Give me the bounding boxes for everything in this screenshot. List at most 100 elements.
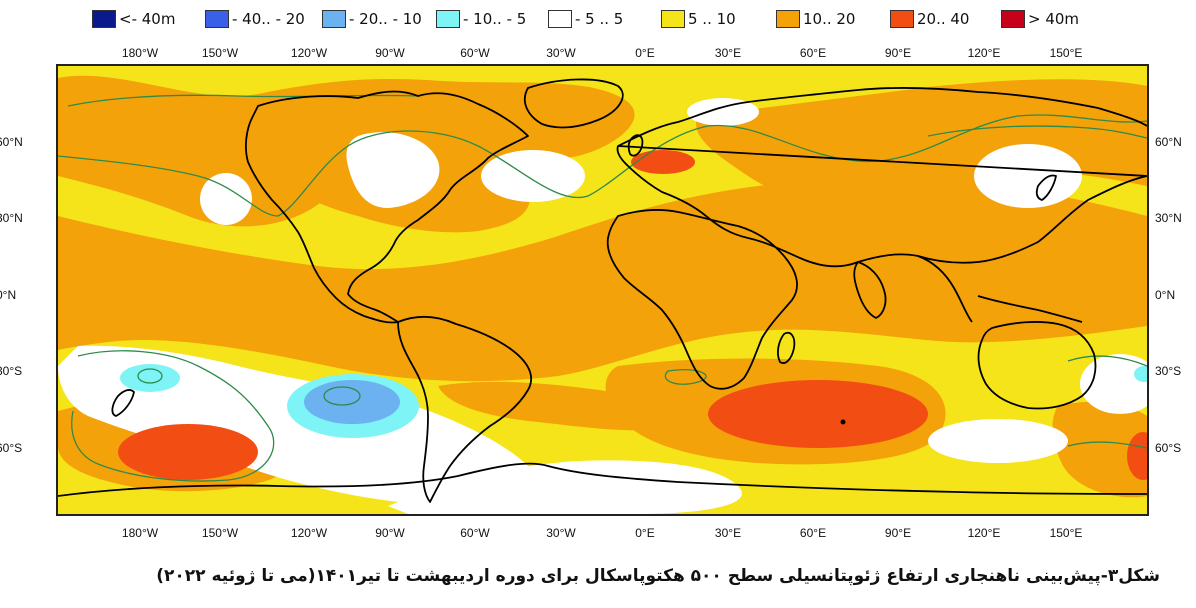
legend-label: 5 .. 10 bbox=[688, 10, 736, 28]
legend-item: 20.. 40 bbox=[890, 8, 969, 30]
coastline-southeast-asia bbox=[917, 255, 1083, 323]
coastline-uk bbox=[627, 134, 644, 157]
legend-item: - 40.. - 20 bbox=[205, 8, 305, 30]
red-region-south-indian-ocean bbox=[708, 380, 928, 448]
longitude-label: 30°W bbox=[546, 46, 576, 60]
longitude-label: 150°E bbox=[1049, 46, 1083, 60]
longitude-label: 60°W bbox=[460, 46, 490, 60]
longitude-label: 60°W bbox=[460, 526, 490, 540]
legend-swatch bbox=[205, 10, 229, 28]
legend-label: > 40m bbox=[1028, 10, 1080, 28]
longitude-label: 150°W bbox=[201, 46, 239, 60]
legend-item: 10.. 20 bbox=[776, 8, 855, 30]
contour-line bbox=[137, 368, 163, 384]
coastline-antarctica bbox=[58, 462, 1147, 497]
contour-line bbox=[1067, 441, 1147, 449]
longitude-labels-bottom: 180°W 150°W 120°W 90°W 60°W 30°W 0°E 30°… bbox=[0, 526, 1196, 542]
orange-region-asia bbox=[696, 79, 1147, 216]
latitude-label: 30°N bbox=[1155, 211, 1182, 225]
strong-positive-anomaly-regions bbox=[118, 150, 1147, 480]
white-region-south-pacific-band bbox=[58, 345, 535, 506]
coastline-new-zealand bbox=[111, 389, 135, 417]
longitude-label: 90°W bbox=[375, 526, 405, 540]
white-region-scandinavia bbox=[687, 98, 759, 126]
contour-line bbox=[1067, 355, 1147, 367]
orange-region-tropics bbox=[58, 178, 1147, 382]
coastline-south-america bbox=[397, 316, 533, 503]
legend-item: - 5 .. 5 bbox=[548, 8, 623, 30]
latitude-label: 0°N bbox=[0, 288, 17, 302]
cyan-region-east-edge bbox=[1134, 366, 1147, 382]
coastline-eurasia bbox=[616, 86, 1147, 268]
legend-item: 5 .. 10 bbox=[661, 8, 736, 30]
legend-swatch bbox=[1001, 10, 1025, 28]
latitude-label: 60°S bbox=[0, 441, 23, 455]
longitude-label: 120°W bbox=[290, 46, 328, 60]
longitude-label: 60°E bbox=[799, 526, 827, 540]
legend-item: > 40m bbox=[1001, 8, 1079, 30]
contour-line bbox=[71, 350, 275, 482]
neutral-anomaly-regions bbox=[58, 98, 1147, 514]
latitude-label: 30°N bbox=[0, 211, 23, 225]
legend-label: - 40.. - 20 bbox=[232, 10, 305, 28]
longitude-label: 180°W bbox=[121, 526, 159, 540]
white-region-east-asia bbox=[974, 144, 1082, 208]
white-region-northeast-pacific bbox=[200, 173, 252, 225]
coastline-australia bbox=[977, 321, 1097, 410]
white-region-antarctic bbox=[388, 460, 742, 514]
white-region-south-indian bbox=[928, 419, 1068, 463]
longitude-label: 30°E bbox=[714, 46, 742, 60]
legend-label: 20.. 40 bbox=[917, 10, 970, 28]
coastline-greenland bbox=[523, 78, 624, 129]
legend-swatch bbox=[436, 10, 460, 28]
latitude-label: 0°N bbox=[1155, 288, 1176, 302]
marker-dot bbox=[840, 419, 846, 425]
white-region-eastern-canada bbox=[346, 132, 440, 208]
orange-region-southeast-pacific bbox=[1052, 401, 1147, 498]
figure-caption: شکل۳-پیش‌بینی ناهنجاری ارتفاع ژئوپتانسیل… bbox=[156, 566, 1160, 586]
longitude-label: 90°W bbox=[375, 46, 405, 60]
legend-swatch bbox=[890, 10, 914, 28]
legend-swatch bbox=[548, 10, 572, 28]
legend-swatch bbox=[92, 10, 116, 28]
contour-line bbox=[927, 125, 1147, 139]
coastlines bbox=[58, 78, 1147, 503]
blue-region-south-pacific-central bbox=[304, 380, 400, 424]
contour-line bbox=[664, 369, 707, 385]
red-region-central-europe bbox=[631, 150, 695, 174]
legend-label: - 5 .. 5 bbox=[575, 10, 624, 28]
color-legend: <- 40m - 40.. - 20 - 20.. - 10 - 10.. - … bbox=[0, 0, 1196, 36]
longitude-label: 90°E bbox=[884, 526, 912, 540]
contour-line bbox=[323, 386, 361, 406]
contour-line bbox=[58, 114, 1147, 217]
legend-item: - 20.. - 10 bbox=[322, 8, 422, 30]
longitude-label: 30°E bbox=[714, 526, 742, 540]
longitude-label: 0°E bbox=[635, 526, 655, 540]
legend-item: <- 40m bbox=[92, 8, 175, 30]
legend-label: - 20.. - 10 bbox=[349, 10, 422, 28]
anomaly-map bbox=[56, 64, 1149, 516]
map-canvas bbox=[58, 66, 1147, 514]
cyan-region-south-pacific-west bbox=[120, 364, 180, 392]
longitude-label: 180°W bbox=[121, 46, 159, 60]
white-region-west-pacific bbox=[1080, 354, 1147, 414]
longitude-label: 60°E bbox=[799, 46, 827, 60]
red-region-south-pacific bbox=[118, 424, 258, 480]
longitude-label: 120°W bbox=[290, 526, 328, 540]
white-region-north-atlantic bbox=[481, 150, 585, 202]
legend-swatch bbox=[661, 10, 685, 28]
longitude-label: 90°E bbox=[884, 46, 912, 60]
latitude-label: 60°N bbox=[1155, 135, 1182, 149]
latitude-label: 30°S bbox=[1155, 364, 1182, 378]
legend-label: 10.. 20 bbox=[803, 10, 856, 28]
latitude-label: 60°S bbox=[1155, 441, 1182, 455]
longitude-labels-top: 180°W 150°W 120°W 90°W 60°W 30°W 0°E 30°… bbox=[0, 46, 1196, 62]
green-contours bbox=[58, 94, 1147, 482]
coastline-madagascar bbox=[777, 331, 796, 364]
legend-label: - 10.. - 5 bbox=[463, 10, 527, 28]
longitude-label: 0°E bbox=[635, 46, 655, 60]
legend-swatch bbox=[776, 10, 800, 28]
latitude-label: 30°S bbox=[0, 364, 23, 378]
coastline-africa bbox=[606, 209, 798, 390]
contour-line bbox=[67, 94, 419, 107]
